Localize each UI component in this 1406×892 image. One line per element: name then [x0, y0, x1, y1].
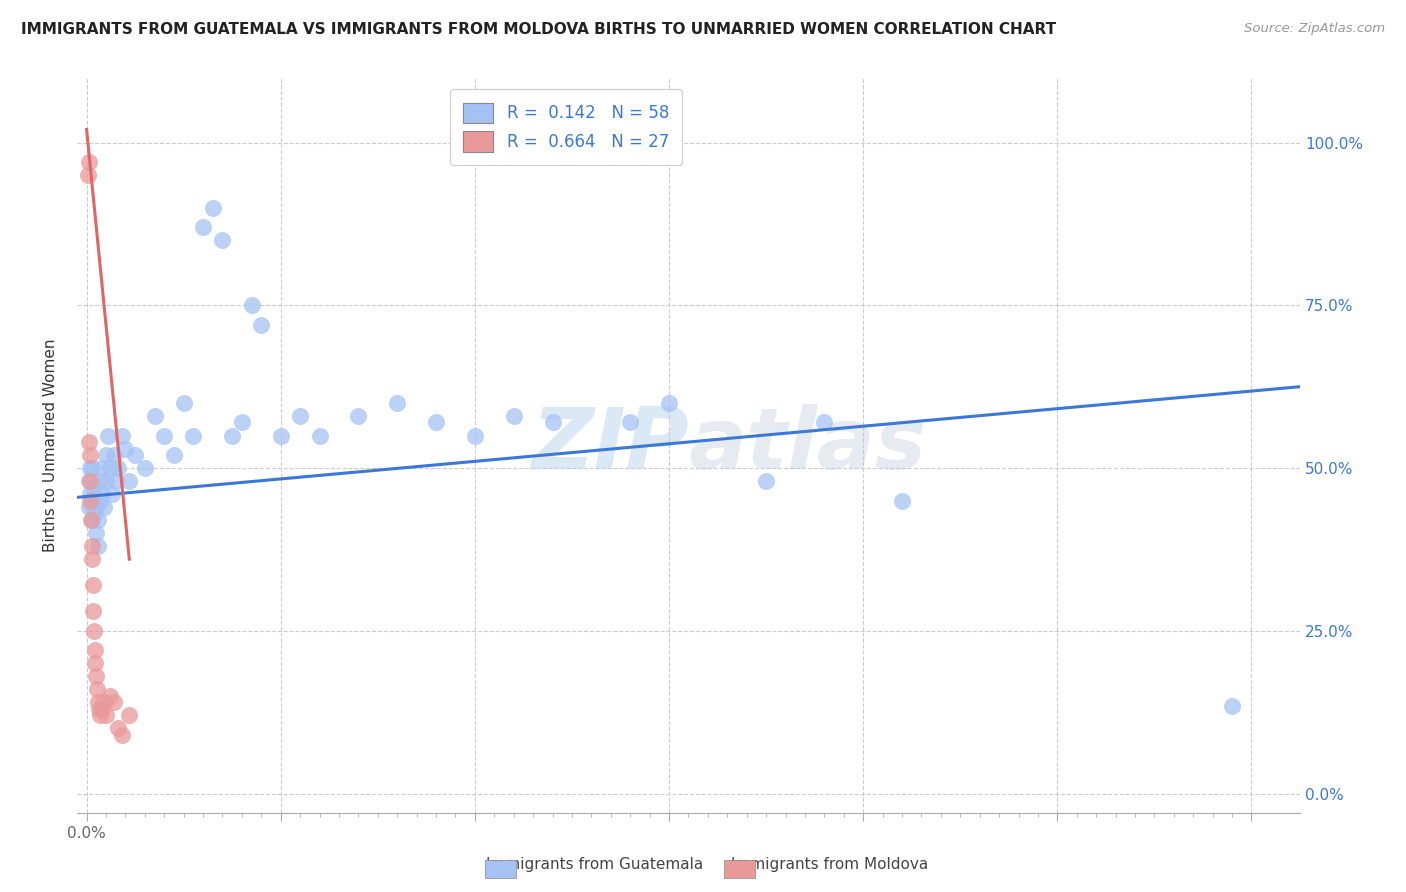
Point	[114, 442, 136, 456]
Point	[83, 507, 105, 521]
Point	[94, 448, 117, 462]
Point	[89, 493, 111, 508]
Point	[658, 396, 681, 410]
Point	[91, 461, 114, 475]
Point	[82, 461, 104, 475]
Point	[231, 416, 253, 430]
Point	[107, 461, 129, 475]
Point	[89, 708, 111, 723]
Point	[87, 513, 110, 527]
Point	[1220, 698, 1243, 713]
Point	[87, 539, 110, 553]
Point	[104, 474, 127, 488]
Point	[89, 474, 111, 488]
Text: IMMIGRANTS FROM GUATEMALA VS IMMIGRANTS FROM MOLDOVA BIRTHS TO UNMARRIED WOMEN C: IMMIGRANTS FROM GUATEMALA VS IMMIGRANTS …	[21, 22, 1056, 37]
Point	[502, 409, 524, 423]
Point	[79, 487, 101, 501]
Point	[82, 552, 104, 566]
Point	[107, 722, 129, 736]
Point	[110, 428, 132, 442]
Point	[77, 474, 100, 488]
Point	[173, 396, 195, 410]
Point	[84, 526, 107, 541]
Text: ZIP: ZIP	[531, 404, 689, 487]
Point	[83, 481, 105, 495]
Point	[91, 702, 114, 716]
Point	[813, 416, 835, 430]
Point	[89, 702, 111, 716]
Point	[82, 513, 104, 527]
Point	[755, 474, 778, 488]
Point	[250, 318, 273, 332]
Point	[91, 487, 114, 501]
Point	[82, 604, 104, 618]
Legend: R =  0.142   N = 58, R =  0.664   N = 27: R = 0.142 N = 58, R = 0.664 N = 27	[450, 89, 682, 165]
Point	[891, 493, 914, 508]
Point	[118, 474, 141, 488]
Point	[103, 448, 125, 462]
Point	[86, 682, 108, 697]
Point	[387, 396, 409, 410]
Point	[143, 409, 166, 423]
Point	[93, 695, 115, 709]
Point	[110, 728, 132, 742]
Point	[134, 461, 156, 475]
Point	[191, 220, 214, 235]
Point	[79, 493, 101, 508]
Point	[79, 448, 101, 462]
Point	[308, 428, 330, 442]
Point	[77, 168, 100, 182]
Point	[79, 435, 101, 450]
Text: Immigrants from Moldova: Immigrants from Moldova	[731, 857, 928, 872]
Point	[211, 233, 233, 247]
Point	[83, 643, 105, 657]
Point	[79, 474, 101, 488]
Point	[84, 669, 107, 683]
Point	[270, 428, 292, 442]
Point	[80, 539, 103, 553]
Point	[77, 500, 100, 515]
Point	[79, 461, 101, 475]
Point	[153, 428, 176, 442]
Y-axis label: Births to Unmarried Women: Births to Unmarried Women	[44, 339, 58, 552]
Point	[83, 624, 105, 638]
Point	[347, 409, 370, 423]
Text: Source: ZipAtlas.com: Source: ZipAtlas.com	[1244, 22, 1385, 36]
Point	[94, 474, 117, 488]
Point	[82, 493, 104, 508]
Point	[201, 201, 224, 215]
Point	[77, 155, 100, 169]
Point	[240, 298, 263, 312]
Point	[124, 448, 146, 462]
Point	[101, 487, 124, 501]
Point	[84, 500, 107, 515]
Point	[425, 416, 447, 430]
Point	[183, 428, 205, 442]
Point	[97, 428, 120, 442]
Text: atlas: atlas	[689, 404, 927, 487]
Point	[103, 695, 125, 709]
Point	[82, 578, 104, 592]
Point	[84, 657, 107, 671]
Point	[288, 409, 311, 423]
Point	[541, 416, 564, 430]
Point	[98, 689, 121, 703]
Point	[80, 513, 103, 527]
Point	[464, 428, 486, 442]
Text: Immigrants from Guatemala: Immigrants from Guatemala	[485, 857, 703, 872]
Point	[619, 416, 641, 430]
Point	[98, 461, 121, 475]
Point	[94, 708, 117, 723]
Point	[87, 695, 110, 709]
Point	[163, 448, 186, 462]
Point	[93, 500, 115, 515]
Point	[221, 428, 243, 442]
Point	[118, 708, 141, 723]
